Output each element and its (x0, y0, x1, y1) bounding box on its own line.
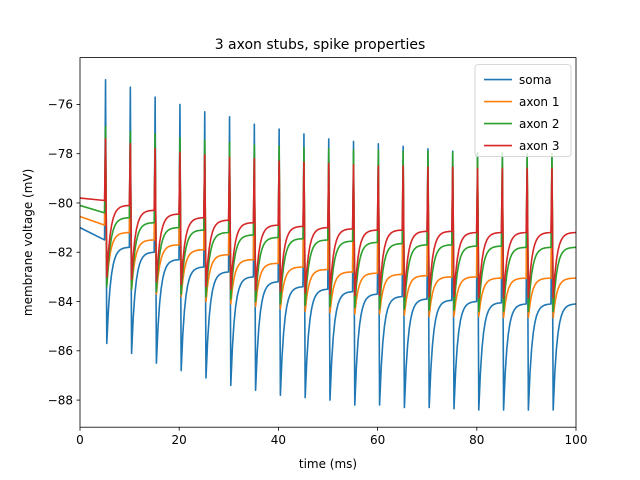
x-tick-label: 20 (172, 433, 187, 447)
y-tick-label: −80 (48, 196, 73, 210)
legend-label: axon 2 (519, 117, 559, 131)
plot-frame (79, 57, 577, 428)
x-tick-label: 60 (370, 433, 385, 447)
y-axis-label: membrane voltage (mV) (21, 169, 35, 316)
x-tick-label: 40 (271, 433, 286, 447)
series-line-2 (79, 135, 577, 319)
y-axis: −88 −86 −84 −82 −80 −78 −76 (48, 98, 80, 407)
y-tick-label: −84 (48, 295, 73, 309)
y-tick-label: −82 (48, 246, 73, 260)
x-tick-label: 100 (565, 433, 588, 447)
y-tick-label: −86 (48, 344, 73, 358)
series-layer (79, 78, 577, 411)
legend-label: axon 1 (519, 95, 559, 109)
y-tick-label: −88 (48, 393, 73, 407)
chart-title: 3 axon stubs, spike properties (215, 37, 426, 53)
legend-box (474, 64, 572, 157)
y-tick-label: −76 (48, 98, 73, 112)
series-line-4 (79, 138, 577, 299)
series-line-1 (79, 78, 577, 411)
x-axis: 0 20 40 60 80 100 (76, 427, 587, 447)
legend: soma axon 1 axon 2 axon 3 (474, 64, 572, 157)
y-tick-label: −78 (48, 147, 73, 161)
x-tick-label: 0 (76, 433, 84, 447)
legend-label: axon 3 (519, 139, 559, 153)
x-tick-label: 80 (469, 433, 484, 447)
legend-label: soma (519, 73, 552, 87)
x-axis-label: time (ms) (299, 457, 357, 471)
series-line-3 (79, 125, 577, 313)
